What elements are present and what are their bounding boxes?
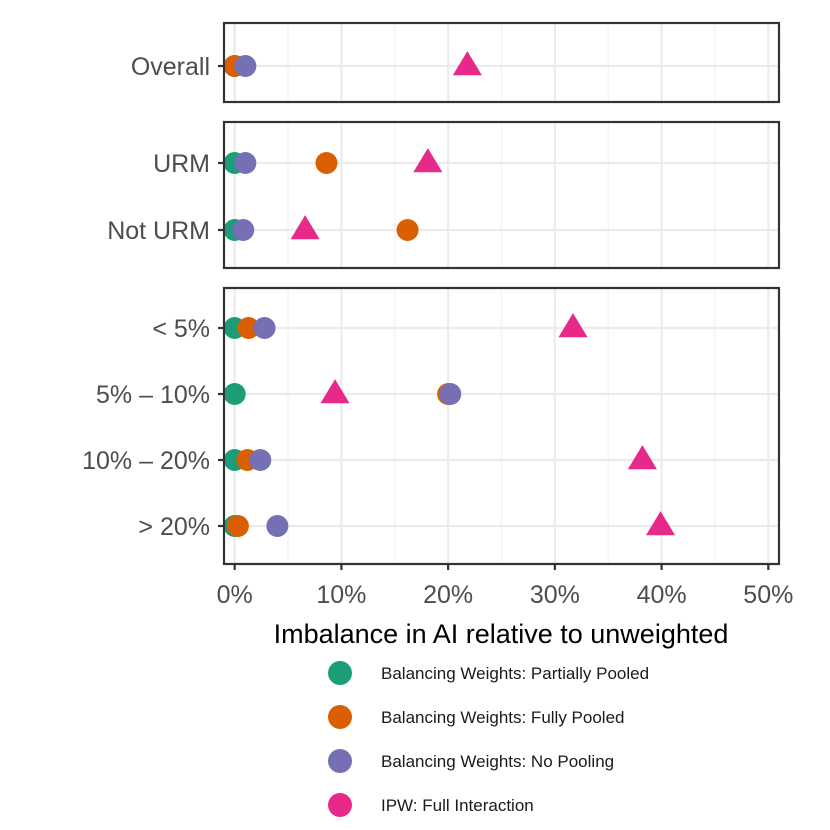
- panel-border: [222, 286, 781, 566]
- panel-2: URM Not URM: [107, 120, 781, 270]
- x-axis-title: Imbalance in AI relative to unweighted: [274, 619, 729, 649]
- point-5-balancing-weights-fully-pooled: [237, 317, 260, 339]
- legend-label: IPW: Full Interaction: [381, 796, 534, 815]
- legend-item-ipw-full-interaction: IPW: Full Interaction: [328, 793, 534, 817]
- row-20: [223, 511, 676, 537]
- x-axis: 0% 10% 20% 30% 40% 50%: [217, 564, 793, 609]
- row-5-10: [223, 379, 462, 405]
- legend-label: Balancing Weights: Partially Pooled: [381, 664, 649, 683]
- point-20-ipw-full-interaction: [645, 511, 676, 536]
- legend-key: [328, 793, 352, 817]
- panel-gridlines: [224, 23, 779, 102]
- y-tick-label: URM: [153, 150, 210, 178]
- x-tick-label: 50%: [743, 581, 793, 609]
- legend-item-balancing-weights-fully-pooled: Balancing Weights: Fully Pooled: [328, 705, 625, 729]
- point-5-10-ipw-full-interaction: [320, 379, 350, 404]
- row-overall: [223, 51, 482, 77]
- chart-panels: Overall URM Not URM < 5% 5% – 10% 10% – 20% > …: [82, 21, 781, 566]
- point-5-ipw-full-interaction: [558, 313, 588, 338]
- panel-gridlines: [224, 288, 779, 564]
- legend: Balancing Weights: Partially Pooled Balan…: [328, 661, 649, 817]
- row-not-urm: [223, 215, 419, 241]
- point-urm-ipw-full-interaction: [413, 148, 443, 173]
- legend-key: [328, 705, 352, 729]
- x-tick-label: 20%: [423, 581, 473, 609]
- point-5-10-balancing-weights-no-pooling: [439, 383, 462, 405]
- legend-item-balancing-weights-partially-pooled: Balancing Weights: Partially Pooled: [328, 661, 649, 685]
- point-20-balancing-weights-no-pooling: [266, 515, 289, 537]
- panel-1: Overall: [131, 21, 781, 104]
- y-tick-label: < 5%: [152, 315, 210, 343]
- point-not-urm-balancing-weights-no-pooling: [232, 219, 255, 241]
- x-tick-label: 0%: [217, 581, 253, 609]
- point-not-urm-balancing-weights-fully-pooled: [396, 219, 419, 241]
- legend-key: [328, 749, 352, 773]
- point-overall-ipw-full-interaction: [452, 51, 482, 76]
- row-10-20: [223, 445, 657, 471]
- point-20-balancing-weights-fully-pooled: [226, 515, 249, 537]
- row-5: [223, 313, 588, 339]
- point-10-20-balancing-weights-no-pooling: [249, 449, 272, 471]
- point-not-urm-ipw-full-interaction: [290, 215, 320, 240]
- point-10-20-ipw-full-interaction: [627, 445, 657, 470]
- x-tick-label: 40%: [637, 581, 687, 609]
- legend-key: [328, 661, 352, 685]
- y-tick-label: > 20%: [138, 513, 210, 541]
- panel-border: [222, 21, 781, 104]
- x-tick-label: 30%: [530, 581, 580, 609]
- panel-border: [222, 120, 781, 270]
- point-urm-balancing-weights-no-pooling: [234, 152, 257, 174]
- point-5-10-balancing-weights-partially-pooled: [223, 383, 246, 405]
- legend-item-balancing-weights-no-pooling: Balancing Weights: No Pooling: [328, 749, 614, 773]
- x-tick-label: 10%: [316, 581, 366, 609]
- y-tick-label: 5% – 10%: [96, 381, 210, 409]
- y-tick-label: 10% – 20%: [82, 447, 210, 475]
- legend-label: Balancing Weights: Fully Pooled: [381, 708, 625, 727]
- y-tick-label: Overall: [131, 53, 210, 81]
- panel-3: < 5% 5% – 10% 10% – 20% > 20%: [82, 286, 781, 566]
- point-5-balancing-weights-no-pooling: [253, 317, 276, 339]
- legend-label: Balancing Weights: No Pooling: [381, 752, 614, 771]
- row-urm: [223, 148, 443, 174]
- y-tick-label: Not URM: [107, 217, 210, 245]
- point-overall-balancing-weights-no-pooling: [234, 55, 257, 77]
- point-urm-balancing-weights-fully-pooled: [315, 152, 338, 174]
